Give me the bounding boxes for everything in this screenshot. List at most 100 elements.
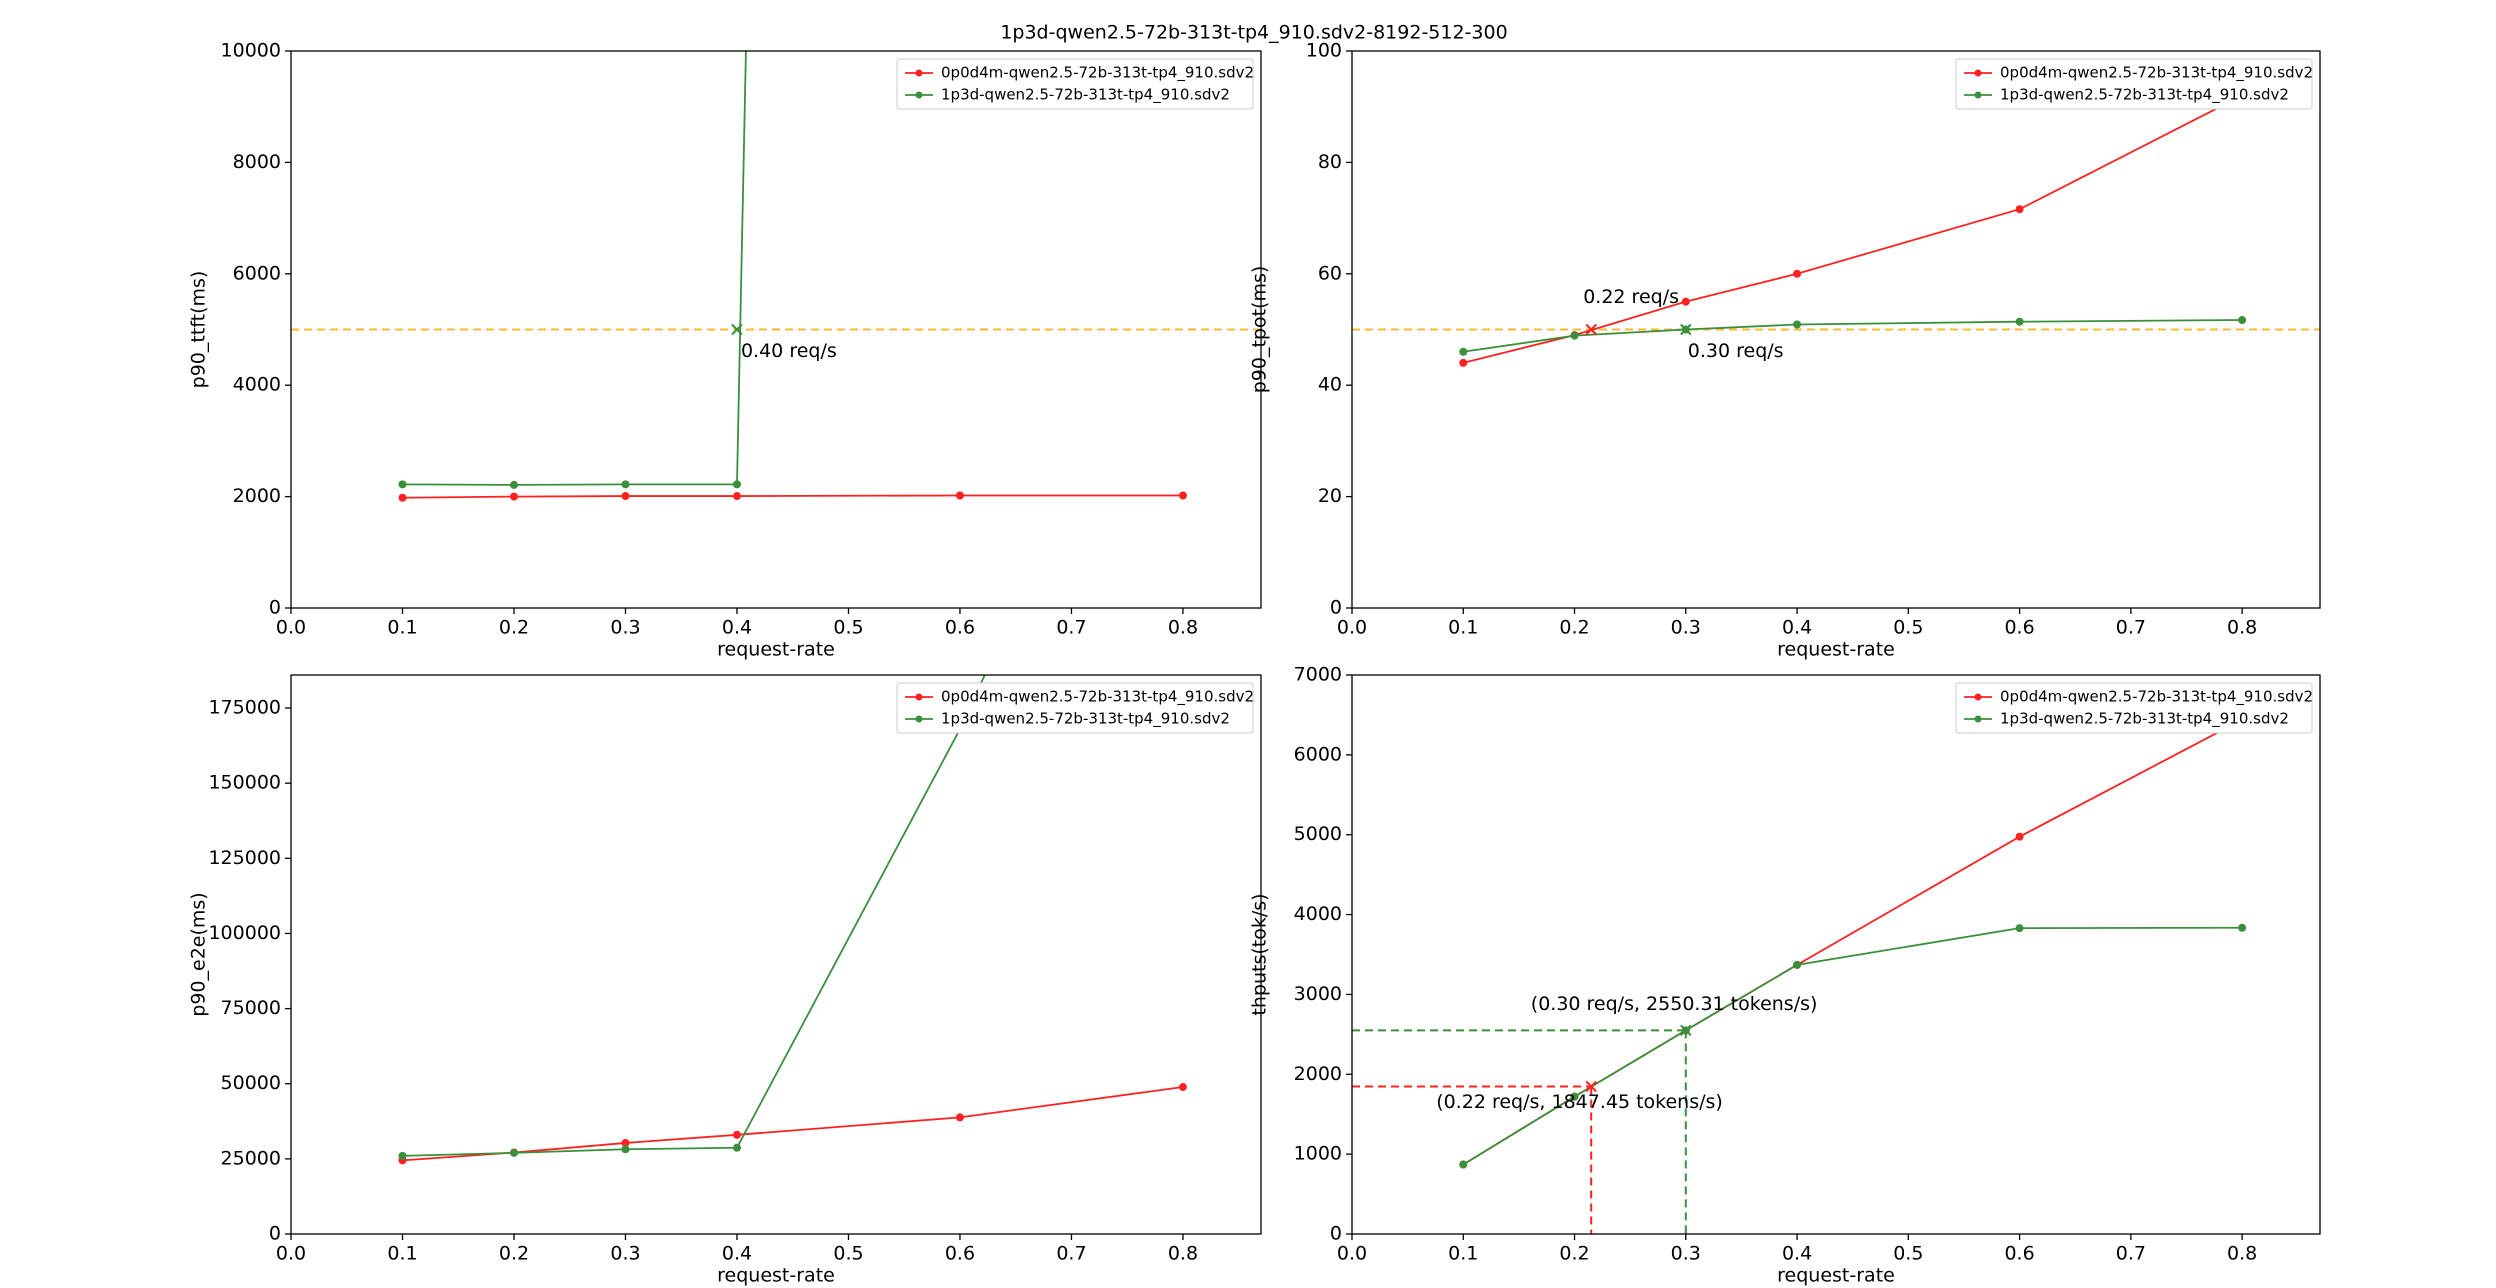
x-tick-label: 0.5 bbox=[1893, 617, 1923, 639]
point bbox=[2015, 205, 2024, 214]
legend-label: 1p3d-qwen2.5-72b-313t-tp4_910.sdv2 bbox=[941, 710, 1230, 729]
y-tick-label: 2000 bbox=[1294, 1063, 1342, 1085]
y-tick-label: 0 bbox=[1330, 1223, 1342, 1245]
x-axis-label: request-rate bbox=[1777, 1265, 1895, 1287]
x-tick-label: 0.3 bbox=[610, 617, 640, 639]
y-tick-label: 40 bbox=[1318, 374, 1342, 396]
x-tick-label: 0.3 bbox=[1671, 1243, 1701, 1265]
x-tick-label: 0.1 bbox=[1448, 617, 1478, 639]
x-tick-label: 0.0 bbox=[276, 1243, 306, 1265]
x-tick-label: 0.6 bbox=[945, 1243, 975, 1265]
y-axis-label: thputs(tok/s) bbox=[1249, 893, 1271, 1015]
x-tick-label: 0.7 bbox=[1056, 1243, 1086, 1265]
legend-dot bbox=[915, 715, 923, 723]
legend-dot bbox=[1974, 715, 1982, 723]
x-tick-label: 0.1 bbox=[387, 1243, 417, 1265]
y-tick-label: 4000 bbox=[1294, 903, 1342, 925]
annotation-text: (0.30 req/s, 2550.31 tokens/s) bbox=[1531, 993, 1818, 1015]
y-tick-label: 1000 bbox=[1294, 1143, 1342, 1165]
point bbox=[398, 1151, 407, 1160]
y-axis-label: p90_e2e(ms) bbox=[188, 892, 210, 1016]
x-tick-label: 0.4 bbox=[722, 1243, 752, 1265]
y-tick-label: 4000 bbox=[233, 374, 281, 396]
point bbox=[1459, 1160, 1468, 1169]
x-tick-label: 0.7 bbox=[2116, 1243, 2146, 1265]
x-axis-label: request-rate bbox=[717, 639, 835, 661]
series-line bbox=[1462, 926, 2243, 1166]
x-axis-label: request-rate bbox=[1777, 639, 1895, 661]
x-tick-label: 0.1 bbox=[387, 617, 417, 639]
y-tick-label: 0 bbox=[269, 1223, 281, 1245]
axes-frame bbox=[290, 674, 1262, 1235]
legend-label: 1p3d-qwen2.5-72b-313t-tp4_910.sdv2 bbox=[2000, 86, 2289, 105]
x-tick-label: 0.6 bbox=[2004, 1243, 2034, 1265]
point bbox=[732, 1143, 741, 1152]
series-line bbox=[402, 675, 986, 1157]
point bbox=[1793, 269, 1802, 278]
point bbox=[1179, 238, 1187, 246]
y-tick-label: 20 bbox=[1318, 485, 1342, 507]
point bbox=[2015, 924, 2024, 933]
point bbox=[955, 1113, 964, 1122]
annotation-marker bbox=[1585, 323, 1597, 336]
x-tick-label: 0.5 bbox=[833, 617, 863, 639]
annotation-marker bbox=[1585, 1080, 1597, 1093]
x-tick-label: 0.8 bbox=[1168, 1243, 1198, 1265]
x-tick-label: 0.4 bbox=[1782, 1243, 1812, 1265]
series-line bbox=[402, 51, 747, 486]
point bbox=[2238, 316, 2247, 325]
x-tick-label: 0.0 bbox=[276, 617, 306, 639]
point bbox=[1459, 358, 1468, 367]
series-line bbox=[402, 494, 1183, 499]
legend-label: 0p0d4m-qwen2.5-72b-313t-tp4_910.sdv2 bbox=[941, 64, 1254, 83]
x-tick-label: 0.4 bbox=[1782, 617, 1812, 639]
plot-area bbox=[1352, 91, 2320, 367]
x-tick-label: 0.4 bbox=[722, 617, 752, 639]
point bbox=[1793, 320, 1802, 329]
point bbox=[1570, 1092, 1579, 1101]
x-tick-label: 0.0 bbox=[1337, 617, 1367, 639]
plot-area bbox=[291, 51, 1261, 502]
x-tick-label: 0.8 bbox=[2227, 617, 2257, 639]
legend-label: 0p0d4m-qwen2.5-72b-313t-tp4_910.sdv2 bbox=[2000, 64, 2313, 83]
x-tick-label: 0.2 bbox=[499, 617, 529, 639]
annotation-text: 0.40 req/s bbox=[741, 340, 837, 362]
point bbox=[2015, 832, 2024, 841]
point bbox=[621, 1145, 630, 1154]
point bbox=[1178, 1083, 1187, 1092]
legend-label: 0p0d4m-qwen2.5-72b-313t-tp4_910.sdv2 bbox=[941, 688, 1254, 707]
y-tick-label: 5000 bbox=[1294, 823, 1342, 845]
legend-label: 0p0d4m-qwen2.5-72b-313t-tp4_910.sdv2 bbox=[2000, 688, 2313, 707]
point bbox=[732, 480, 741, 489]
x-tick-label: 0.2 bbox=[499, 1243, 529, 1265]
annotation-marker bbox=[1680, 1024, 1692, 1037]
legend-box bbox=[896, 682, 1254, 734]
legend-box bbox=[896, 58, 1254, 110]
y-tick-label: 0 bbox=[269, 597, 281, 619]
legend-box bbox=[1955, 682, 2313, 734]
point bbox=[955, 491, 964, 500]
legend-dot bbox=[915, 69, 923, 77]
x-tick-label: 0.2 bbox=[1559, 1243, 1589, 1265]
series-line bbox=[1463, 94, 2243, 364]
y-tick-label: 150000 bbox=[208, 772, 281, 794]
legend-box bbox=[1955, 58, 2313, 110]
point bbox=[732, 1130, 741, 1139]
x-tick-label: 0.5 bbox=[1893, 1243, 1923, 1265]
x-tick-label: 0.0 bbox=[1337, 1243, 1367, 1265]
y-tick-label: 100000 bbox=[208, 922, 281, 944]
legend-dot bbox=[915, 91, 923, 99]
point bbox=[398, 493, 407, 502]
point bbox=[509, 1148, 518, 1157]
y-tick-label: 8000 bbox=[233, 151, 281, 173]
axes-frame bbox=[1351, 674, 2321, 1235]
legend-label: 1p3d-qwen2.5-72b-313t-tp4_910.sdv2 bbox=[2000, 710, 2289, 729]
point bbox=[621, 480, 630, 489]
x-tick-label: 0.8 bbox=[1168, 617, 1198, 639]
y-tick-label: 2000 bbox=[233, 485, 281, 507]
x-tick-label: 0.3 bbox=[1671, 617, 1701, 639]
point bbox=[1681, 297, 1690, 306]
legend-dot bbox=[1974, 693, 1982, 701]
point bbox=[621, 492, 630, 501]
